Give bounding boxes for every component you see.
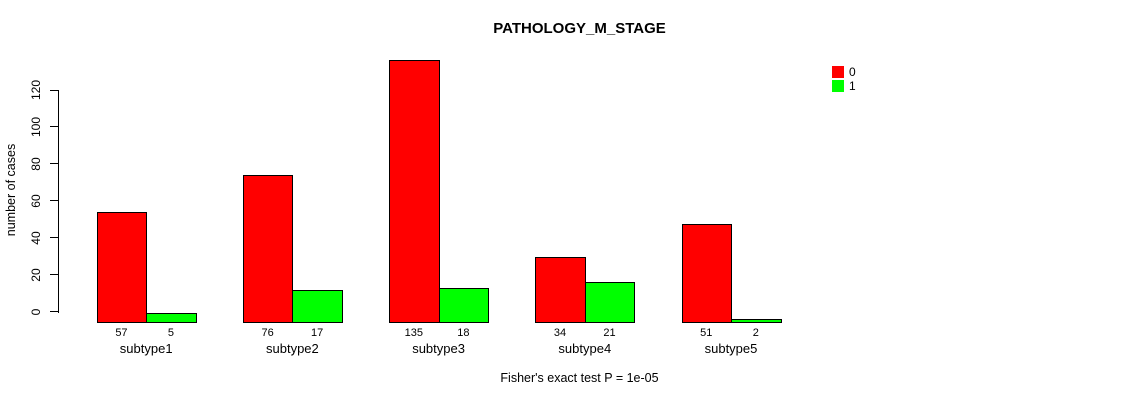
bar <box>292 290 343 323</box>
legend-item-1: 1 <box>832 80 856 92</box>
bar <box>584 282 636 323</box>
legend-swatch-red <box>832 66 844 78</box>
y-tick-label: 100 <box>29 116 43 137</box>
y-axis-line <box>58 90 60 313</box>
bar <box>146 313 197 323</box>
y-tick <box>50 274 58 276</box>
y-axis-label: number of cases <box>4 143 18 237</box>
category-label: subtype1 <box>119 341 173 356</box>
bar-value-label: 57 <box>115 327 128 339</box>
y-tick <box>50 237 58 239</box>
bar-value-label: 2 <box>752 327 759 339</box>
bar <box>535 257 586 323</box>
y-tick <box>50 311 58 313</box>
bar <box>438 288 490 323</box>
bar <box>389 60 440 323</box>
y-tick-label: 80 <box>29 157 43 171</box>
caption: Fisher's exact test P = 1e-05 <box>500 371 659 385</box>
bar-value-label: 5 <box>167 327 174 339</box>
y-tick-label: 40 <box>29 231 43 245</box>
bar <box>242 175 294 323</box>
chart-title: PATHOLOGY_M_STAGE <box>493 20 666 37</box>
legend-label-0: 0 <box>849 65 856 79</box>
y-tick-label: 60 <box>29 194 43 208</box>
bar-value-label: 34 <box>553 327 567 339</box>
y-tick-label: 20 <box>29 268 43 282</box>
bar <box>681 224 732 323</box>
bar-value-label: 135 <box>404 327 424 339</box>
bar <box>96 212 148 323</box>
bar-value-label: 76 <box>261 327 274 339</box>
bar-value-label: 21 <box>603 327 616 339</box>
y-tick <box>50 126 58 128</box>
y-tick-label: 120 <box>29 79 43 101</box>
category-label: subtype3 <box>412 341 465 356</box>
bar-value-label: 17 <box>311 327 324 339</box>
bar-value-label: 18 <box>457 327 470 339</box>
y-tick <box>50 200 58 202</box>
category-label: subtype2 <box>266 341 319 356</box>
y-tick-label: 0 <box>29 308 43 316</box>
y-tick <box>50 163 58 165</box>
legend-swatch-green <box>832 80 844 92</box>
y-tick <box>50 89 58 91</box>
category-label: subtype4 <box>558 341 612 356</box>
bar <box>731 319 782 323</box>
legend-item-0: 0 <box>832 66 856 78</box>
category-label: subtype5 <box>704 341 758 356</box>
legend-label-1: 1 <box>849 79 856 93</box>
legend: 0 1 <box>832 66 856 94</box>
bar-value-label: 51 <box>700 327 713 339</box>
